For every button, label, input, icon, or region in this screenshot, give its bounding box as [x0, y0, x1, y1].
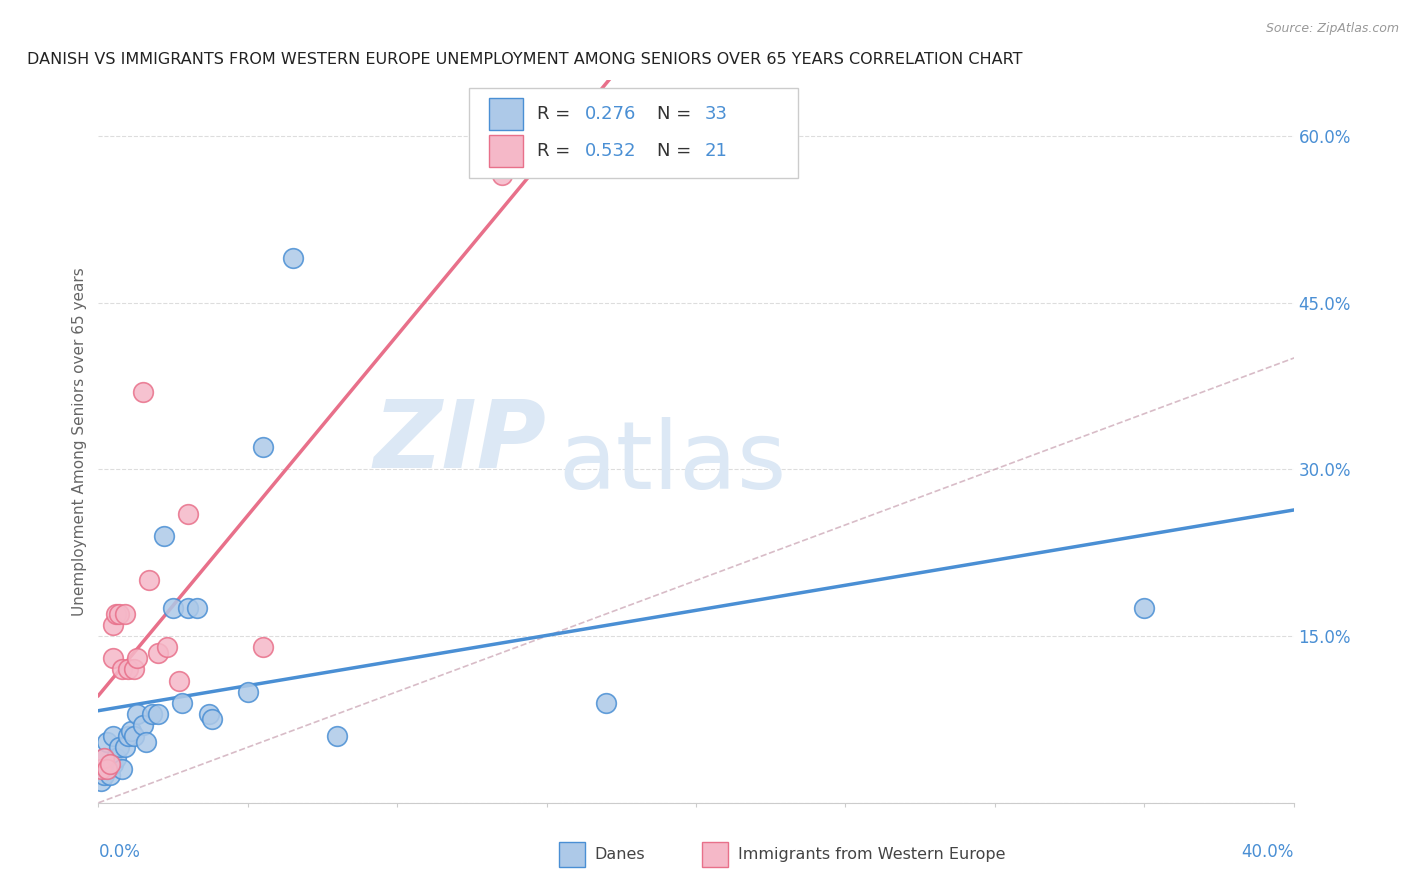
Bar [702, 842, 728, 867]
Point [162, 601, 184, 615]
Y-axis label: Unemployment Among Seniors over 65 years: Unemployment Among Seniors over 65 years [72, 268, 87, 615]
Point [105, 607, 128, 621]
Point [167, 673, 190, 688]
Point [98, 756, 122, 771]
Point [595, 696, 617, 710]
Point [103, 618, 125, 632]
Point [127, 706, 149, 721]
Point [156, 640, 179, 655]
Text: R =: R = [537, 142, 576, 160]
Point [114, 740, 136, 755]
Point [111, 763, 134, 777]
Point [98, 768, 122, 782]
Point [90, 773, 112, 788]
Point [132, 384, 155, 399]
Text: atlas: atlas [558, 417, 787, 509]
Point [96, 763, 118, 777]
Text: Danes: Danes [595, 847, 645, 863]
Point [177, 601, 200, 615]
Point [124, 729, 146, 743]
Point [236, 684, 259, 698]
Point [198, 706, 221, 721]
Point [326, 729, 349, 743]
Point [138, 574, 160, 588]
Text: 0.0%: 0.0% [98, 843, 141, 861]
Text: R =: R = [537, 105, 576, 123]
Text: Source: ZipAtlas.com: Source: ZipAtlas.com [1265, 22, 1399, 36]
Text: Immigrants from Western Europe: Immigrants from Western Europe [738, 847, 1005, 863]
Point [127, 651, 149, 665]
Point [96, 734, 118, 748]
Point [111, 662, 134, 676]
Point [108, 740, 131, 755]
Text: 40.0%: 40.0% [1241, 843, 1294, 861]
Bar [489, 98, 523, 130]
Point [252, 440, 274, 454]
Text: 33: 33 [704, 105, 727, 123]
Point [108, 607, 131, 621]
Point [93, 751, 115, 765]
Point [103, 756, 125, 771]
Point [177, 507, 200, 521]
Point [201, 713, 224, 727]
Point [93, 768, 115, 782]
Point [132, 718, 155, 732]
Point [252, 640, 274, 655]
Text: 0.532: 0.532 [585, 142, 637, 160]
Point [103, 729, 125, 743]
Bar [558, 842, 585, 867]
Point [148, 706, 170, 721]
Point [186, 601, 208, 615]
Point [141, 706, 163, 721]
Point [114, 607, 136, 621]
Point [90, 763, 112, 777]
Point [1133, 601, 1156, 615]
Text: ZIP: ZIP [374, 395, 547, 488]
Point [96, 763, 118, 777]
Text: DANISH VS IMMIGRANTS FROM WESTERN EUROPE UNEMPLOYMENT AMONG SENIORS OVER 65 YEAR: DANISH VS IMMIGRANTS FROM WESTERN EUROPE… [27, 52, 1022, 67]
Bar [489, 135, 523, 168]
Point [281, 251, 304, 265]
Point [153, 529, 176, 543]
Point [120, 723, 142, 738]
Text: N =: N = [657, 105, 696, 123]
Point [93, 751, 115, 765]
Point [124, 662, 146, 676]
Point [148, 646, 170, 660]
Point [103, 651, 125, 665]
Point [135, 734, 157, 748]
Point [491, 168, 513, 182]
Text: N =: N = [657, 142, 696, 160]
Text: 21: 21 [704, 142, 727, 160]
Text: 0.276: 0.276 [585, 105, 636, 123]
FancyBboxPatch shape [470, 87, 797, 178]
Point [172, 696, 194, 710]
Point [105, 751, 128, 765]
Point [117, 662, 139, 676]
Point [117, 729, 139, 743]
